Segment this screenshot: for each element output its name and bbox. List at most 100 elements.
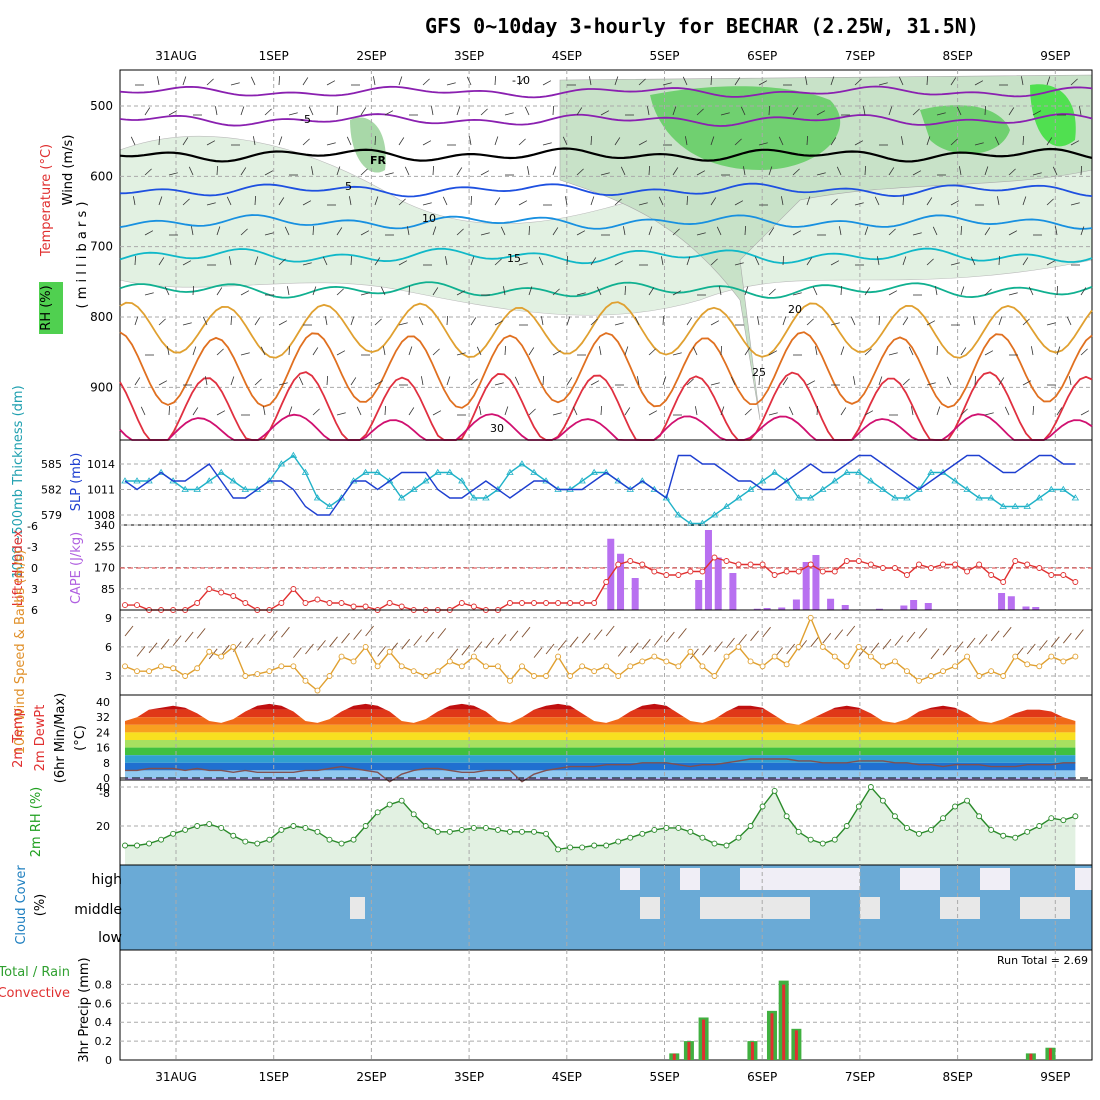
lifted-index-marker — [302, 600, 309, 606]
thickness-marker — [770, 468, 779, 475]
wind-barb — [288, 112, 298, 116]
rh2m-marker — [410, 811, 417, 818]
wind-barb — [840, 346, 845, 356]
wind10m-speed-marker — [699, 663, 706, 670]
wind-barb — [1046, 260, 1056, 266]
wind-barb — [662, 315, 665, 326]
wind10m-barb — [293, 647, 302, 658]
wind-barb — [720, 345, 723, 356]
wind-barb — [888, 167, 895, 176]
wind-barb — [950, 262, 960, 266]
wind-barb — [638, 202, 648, 206]
wind10m-speed-marker — [410, 668, 417, 675]
wind10m-barb — [377, 646, 386, 657]
rh2m-marker — [278, 826, 285, 833]
wind-barb — [805, 76, 808, 86]
chart-title: GFS 0~10day 3-hourly for BECHAR (2.25W, … — [425, 14, 979, 38]
wind10m-speed-marker — [663, 658, 670, 665]
wind-barb — [456, 106, 461, 116]
wind-barb — [216, 287, 223, 296]
wind-barb — [932, 226, 938, 236]
wind-barb — [350, 316, 355, 326]
wind10m-speed-marker — [976, 673, 983, 679]
temp-tick-label: 32 — [96, 711, 110, 724]
wind-barb — [840, 285, 843, 296]
thickness-marker — [975, 494, 983, 501]
thickness-marker — [289, 451, 298, 458]
wind-barb — [672, 228, 680, 236]
wind-barb — [298, 376, 304, 386]
thickness-marker — [422, 477, 430, 484]
wind-barb — [768, 227, 775, 236]
rh2m-marker — [795, 828, 802, 835]
wind-barb — [998, 377, 1005, 386]
wind-barb — [960, 225, 963, 236]
wind10m-barb — [581, 632, 591, 644]
wind-barb — [901, 136, 904, 146]
temp-band — [125, 740, 1076, 748]
wind10m-barb — [269, 630, 278, 642]
wind-barb — [970, 256, 976, 266]
wind-barb — [998, 316, 1003, 326]
wind10m-barb — [882, 638, 892, 650]
wind10m-barb — [966, 637, 976, 649]
wind-barb — [1056, 285, 1059, 296]
wind10m-speed-marker — [326, 673, 333, 679]
wind-barb — [1080, 165, 1083, 176]
wind-barb — [984, 166, 989, 176]
wind-barb — [672, 290, 682, 296]
wind-barb — [466, 76, 472, 86]
lifted-index-marker — [206, 586, 213, 592]
lifted-index-marker — [1024, 561, 1031, 568]
wind-barb — [470, 317, 477, 326]
wind10m-speed-marker — [206, 648, 213, 655]
cape-bar — [714, 557, 722, 610]
wind-barb — [936, 406, 941, 416]
temp-tick-label: 8 — [103, 757, 110, 770]
wind-barb — [614, 322, 624, 326]
temp-band — [125, 778, 1076, 780]
wind-barb — [878, 82, 888, 86]
wind-barb — [336, 350, 346, 356]
wind-barb — [287, 286, 290, 296]
lifted-index-marker — [591, 600, 598, 606]
isotherm-label: 20 — [788, 303, 802, 316]
wind-barb — [336, 412, 346, 416]
wind10m-speed-marker — [398, 663, 405, 670]
wind-barb — [494, 258, 502, 266]
wind-barb — [599, 346, 602, 356]
thickness-line — [125, 454, 1076, 525]
wind-barb — [792, 230, 802, 236]
wind-barb — [398, 260, 408, 266]
wind-barb — [308, 106, 314, 116]
wind-barb — [350, 377, 357, 386]
wind-barb — [1008, 107, 1015, 116]
wind10m-barb — [1050, 636, 1060, 648]
lifted-index-marker — [976, 561, 983, 568]
rh-area — [125, 787, 1076, 865]
lifted-index-marker — [867, 561, 874, 568]
wind-barb — [768, 350, 778, 356]
day-label-top: 1SEP — [259, 49, 289, 63]
pressure-tick-label: 800 — [90, 310, 113, 324]
wind-barb — [418, 316, 424, 326]
lifted-index-marker — [458, 600, 465, 606]
wind10m-speed-marker — [747, 658, 754, 665]
wind-barb — [686, 378, 694, 386]
wind10m-speed-marker — [362, 643, 369, 650]
wind-barb — [552, 412, 562, 416]
wind-barb — [634, 316, 640, 326]
wind-barb — [284, 226, 290, 236]
cape-bar — [753, 608, 761, 610]
temp-tick-label: 16 — [96, 742, 110, 755]
thickness-tick-label: 579 — [41, 509, 62, 522]
rh2m-marker — [266, 836, 273, 843]
wind-barb — [240, 352, 250, 356]
lifted-index-marker — [831, 568, 838, 575]
wind-barb — [984, 350, 994, 356]
lifted-index-marker — [603, 579, 610, 585]
li-axis-label: Lifted Index — [11, 529, 26, 606]
wind-barb — [542, 80, 552, 86]
wind-barb — [1022, 380, 1032, 386]
wind-barb — [839, 226, 842, 236]
